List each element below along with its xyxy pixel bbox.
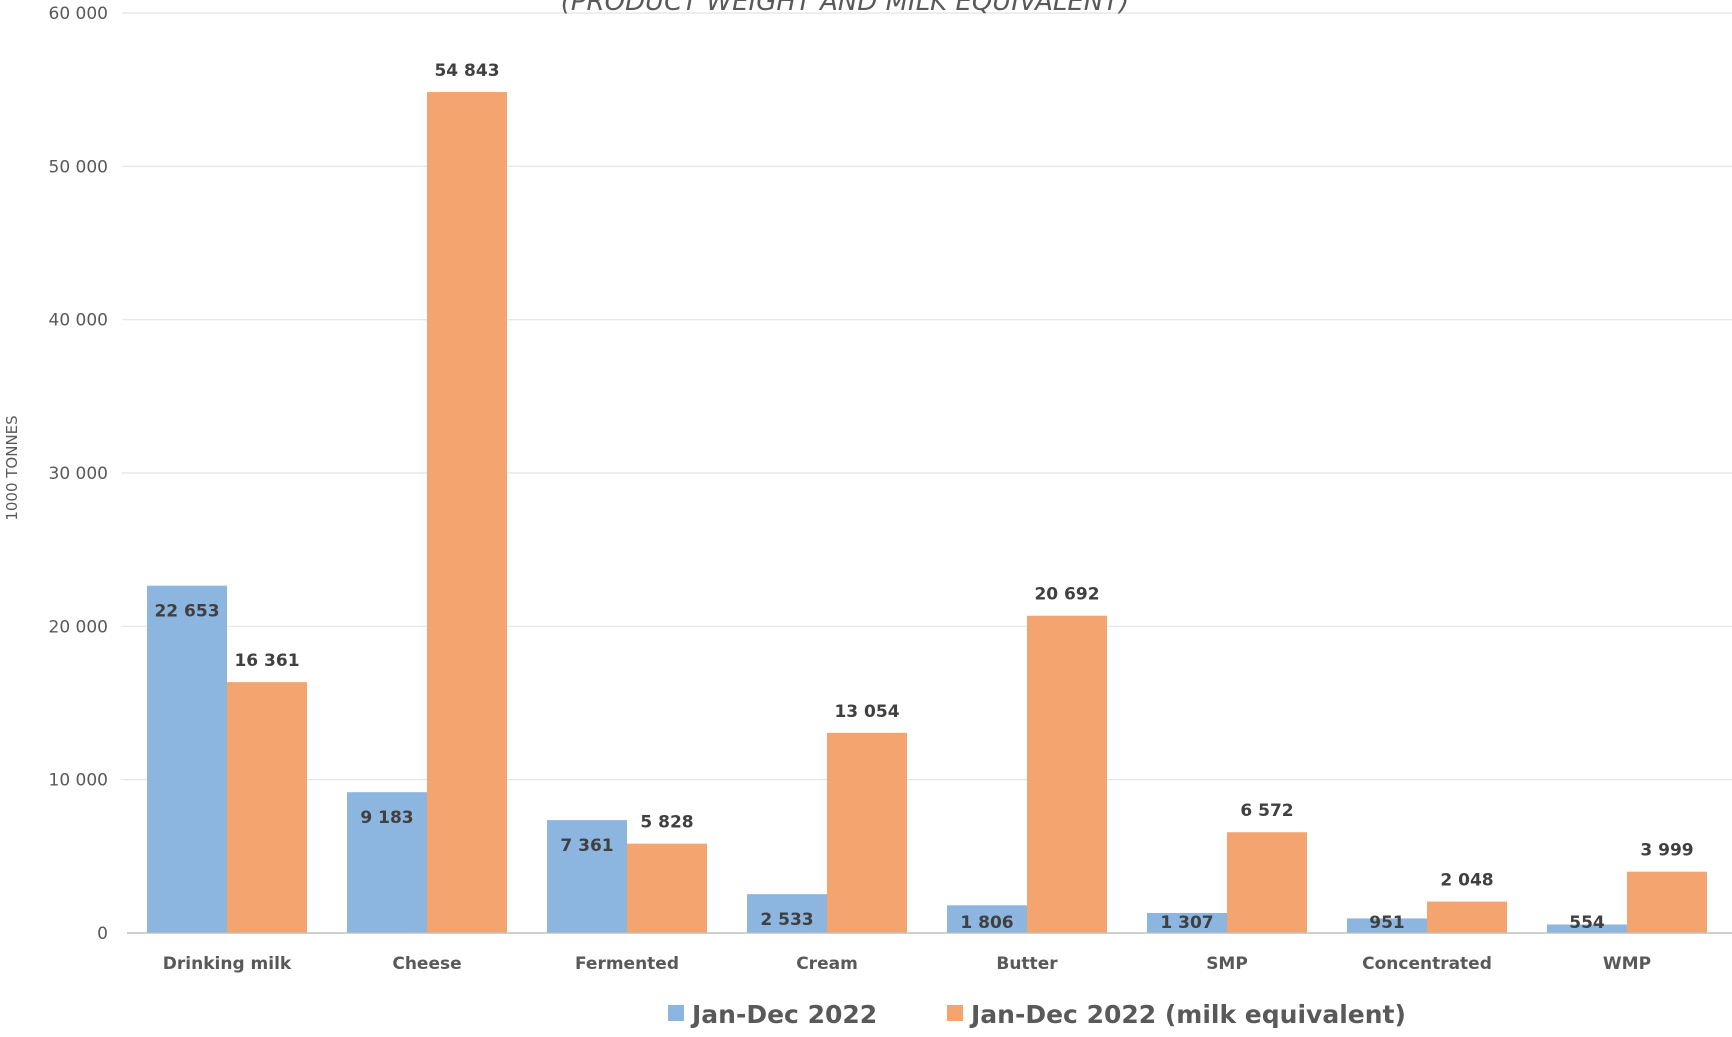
- bar-milk-equivalent: [227, 682, 307, 933]
- bar-product: [747, 894, 827, 933]
- bar-product: [947, 905, 1027, 933]
- legend-swatch: [668, 1005, 684, 1021]
- data-label: 2 048: [1440, 871, 1493, 891]
- data-label: 54 843: [434, 61, 499, 81]
- bar-product: [1547, 924, 1627, 933]
- bar-milk-equivalent: [1027, 615, 1107, 933]
- data-label: 20 692: [1034, 585, 1099, 605]
- data-label: 554: [1569, 913, 1605, 933]
- x-tick-label: SMP: [1206, 954, 1248, 974]
- bar-product: [1347, 918, 1427, 933]
- bar-product: [347, 792, 427, 933]
- data-label: 951: [1369, 913, 1405, 933]
- legend-label: Jan-Dec 2022 (milk equivalent): [969, 1000, 1406, 1029]
- y-tick-label: 40 000: [49, 311, 108, 331]
- data-labels: 22 653 16 361 9 183 54 843 7 361 5 828 2 533 13…: [154, 61, 1693, 933]
- y-tick-label: 60 000: [49, 4, 108, 24]
- bar-product: [547, 820, 627, 933]
- data-label: 2 533: [760, 910, 813, 930]
- data-label: 22 653: [154, 602, 219, 622]
- x-tick-label: Butter: [996, 954, 1058, 974]
- x-axis-categories: Drinking milk Cheese Fermented Cream Butter S…: [163, 954, 1651, 974]
- data-label: 1 806: [960, 913, 1013, 933]
- bar-milk-equivalent: [627, 843, 707, 933]
- legend-label: Jan-Dec 2022: [690, 1000, 877, 1029]
- bar-product: [147, 585, 227, 933]
- y-tick-label: 10 000: [49, 771, 108, 791]
- x-tick-label: Drinking milk: [163, 954, 292, 974]
- chart-title: (PRODUCT WEIGHT AND MILK EQUIVALENT): [561, 0, 1130, 17]
- legend: Jan-Dec 2022 Jan-Dec 2022 (milk equivalen…: [668, 1000, 1406, 1029]
- data-label: 13 054: [834, 702, 899, 722]
- data-label: 1 307: [1160, 913, 1213, 933]
- data-label: 9 183: [360, 808, 413, 828]
- x-tick-label: Concentrated: [1362, 954, 1492, 974]
- bar-milk-equivalent: [1227, 832, 1307, 933]
- data-label: 5 828: [640, 813, 693, 833]
- bar-milk-equivalent: [1427, 901, 1507, 933]
- data-label: 16 361: [234, 651, 299, 671]
- x-tick-label: Fermented: [575, 954, 679, 974]
- y-tick-label: 50 000: [49, 157, 108, 177]
- bars: [147, 92, 1707, 934]
- x-tick-label: Cream: [796, 954, 858, 974]
- legend-swatch: [947, 1005, 963, 1021]
- bar-milk-equivalent: [427, 92, 507, 934]
- gridlines: [122, 12, 1732, 781]
- bar-milk-equivalent: [827, 732, 907, 933]
- y-axis-ticks: 0 10 000 20 000 30 000 40 000 50 000 60 000: [49, 4, 108, 944]
- bar-milk-equivalent: [1627, 871, 1707, 933]
- y-tick-label: 20 000: [49, 617, 108, 637]
- x-tick-label: Cheese: [392, 954, 461, 974]
- x-tick-label: WMP: [1603, 954, 1651, 974]
- data-label: 3 999: [1640, 841, 1693, 861]
- bar-product: [1147, 912, 1227, 933]
- data-label: 6 572: [1240, 801, 1293, 821]
- data-label: 7 361: [560, 836, 613, 856]
- y-tick-label: 0: [97, 924, 108, 944]
- y-axis-label: 1000 TONNES: [3, 415, 21, 520]
- y-tick-label: 30 000: [49, 464, 108, 484]
